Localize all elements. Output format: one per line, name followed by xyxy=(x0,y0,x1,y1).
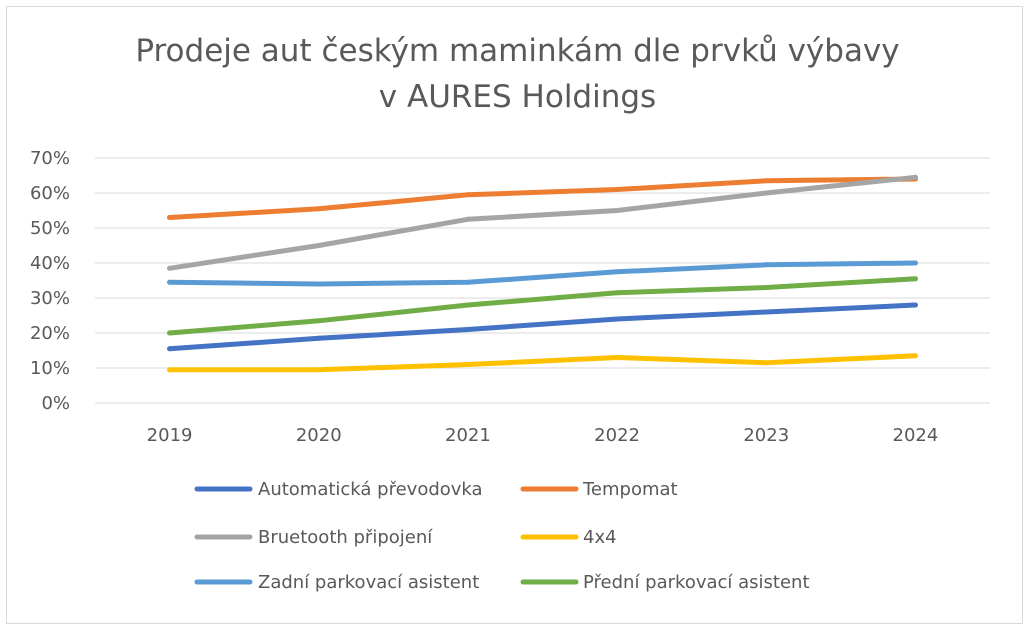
legend-label-4: Zadní parkovací asistent xyxy=(258,572,479,593)
chart-title-line1: Prodeje aut českým maminkám dle prvků vý… xyxy=(135,33,900,69)
data-point-2-5 xyxy=(912,174,918,180)
data-point-2-4 xyxy=(763,190,769,196)
y-tick-label: 50% xyxy=(30,218,70,239)
x-tick-label: 2022 xyxy=(594,425,640,446)
series-line-2 xyxy=(167,174,918,271)
data-point-2-0 xyxy=(167,265,173,271)
series-line-5 xyxy=(167,276,918,336)
data-point-1-3 xyxy=(614,187,620,192)
data-point-2-1 xyxy=(316,243,322,248)
data-point-3-2 xyxy=(465,362,471,367)
y-tick-label: 0% xyxy=(41,393,70,414)
data-point-0-1 xyxy=(316,335,322,341)
series-line-1 xyxy=(167,176,918,220)
data-point-2-2 xyxy=(465,216,471,222)
data-point-5-1 xyxy=(316,318,322,324)
data-point-3-0 xyxy=(167,367,173,373)
legend-label-1: Tempomat xyxy=(582,479,678,500)
x-tick-label: 2021 xyxy=(445,425,491,446)
legend-label-0: Automatická převodovka xyxy=(258,479,483,500)
data-point-3-4 xyxy=(763,360,769,366)
data-point-5-0 xyxy=(167,330,173,336)
data-point-3-1 xyxy=(316,367,322,373)
data-point-5-5 xyxy=(912,276,918,282)
x-tick-label: 2019 xyxy=(147,425,193,446)
data-point-1-4 xyxy=(763,178,769,184)
data-point-4-3 xyxy=(614,269,620,275)
x-tick-label: 2020 xyxy=(296,425,342,446)
chart-frame xyxy=(6,6,1023,624)
x-tick-label: 2023 xyxy=(743,425,789,446)
data-point-4-2 xyxy=(465,279,471,285)
data-point-1-1 xyxy=(316,206,322,212)
data-point-0-5 xyxy=(912,302,918,308)
y-tick-label: 60% xyxy=(30,183,70,204)
data-point-5-4 xyxy=(763,285,769,290)
y-tick-label: 70% xyxy=(30,148,70,169)
series-line-0 xyxy=(167,302,918,352)
data-point-2-3 xyxy=(614,208,620,213)
data-point-0-0 xyxy=(167,346,173,352)
x-tick-label: 2024 xyxy=(893,425,939,446)
data-point-4-4 xyxy=(763,262,769,268)
data-point-3-3 xyxy=(614,355,620,360)
data-point-1-0 xyxy=(167,215,173,220)
y-tick-label: 10% xyxy=(30,358,70,379)
series-line-4 xyxy=(167,260,918,287)
legend-label-5: Přední parkovací asistent xyxy=(583,572,810,593)
y-tick-label: 40% xyxy=(30,253,70,274)
legend-label-3: 4x4 xyxy=(583,527,617,548)
legend-label-2: Bruetooth připojení xyxy=(258,527,433,548)
y-tick-label: 30% xyxy=(30,288,70,309)
data-point-0-4 xyxy=(763,309,769,315)
y-tick-label: 20% xyxy=(30,323,70,344)
data-point-4-5 xyxy=(912,260,918,266)
data-point-3-5 xyxy=(912,353,918,359)
data-point-4-1 xyxy=(316,281,322,287)
chart-title: Prodeje aut českým maminkám dle prvků vý… xyxy=(0,28,1035,120)
data-point-5-2 xyxy=(465,302,471,308)
chart-title-line2: v AURES Holdings xyxy=(378,79,657,115)
data-point-0-3 xyxy=(614,316,620,322)
data-point-1-2 xyxy=(465,192,471,198)
series-line-3 xyxy=(167,353,918,373)
data-point-0-2 xyxy=(465,327,471,332)
data-point-5-3 xyxy=(614,290,620,296)
data-point-4-0 xyxy=(167,279,173,285)
